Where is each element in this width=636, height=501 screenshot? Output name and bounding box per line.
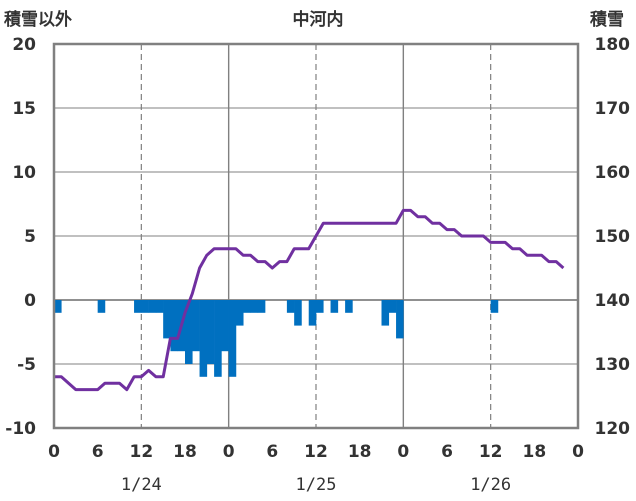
right-y-tick-label: 160 [595,163,631,183]
bar [235,300,244,326]
line-series [54,208,565,392]
bar [199,300,208,377]
left-y-tick-label: -5 [17,355,36,375]
bar [221,300,229,352]
bar [308,300,317,326]
left-y-tick-label: 20 [12,35,36,55]
bar [148,300,157,313]
bar [257,300,266,313]
bar [316,300,324,313]
x-hour-tick-label: 18 [522,442,546,462]
x-hour-tick-labels: 0 6 12 18 0 6 12 18 0 6 12 18 0 [48,442,584,462]
bar [250,300,259,313]
bar [163,300,171,339]
right-y-tick-label: 130 [595,355,631,375]
bar [396,300,404,339]
x-hour-tick-label: 12 [129,442,153,462]
bar [388,300,397,313]
x-hour-tick-label: 0 [48,442,60,462]
bar [228,300,237,377]
right-y-tick-labels: 180 170 160 150 140 130 120 [595,35,631,439]
bar [345,300,353,313]
bar [243,300,251,313]
snow-depth-line [54,208,565,392]
chart-title: 中河内 [293,9,344,30]
bar [294,300,302,326]
left-y-tick-label: 15 [12,99,36,119]
left-y-tick-label: 10 [12,163,36,183]
bar [192,300,200,352]
x-hour-tick-label: 0 [397,442,409,462]
x-date-label: 1/24 [121,475,162,495]
left-axis-label: 積雪以外 [4,9,72,30]
left-y-tick-label: -10 [5,419,36,439]
right-axis-label: 積雪 [590,9,624,30]
bar [54,300,62,313]
x-hour-tick-label: 12 [479,442,503,462]
right-y-tick-label: 120 [595,419,631,439]
x-date-labels: 1/24 1/25 1/26 [121,475,511,495]
bar-series [54,300,499,377]
bar [155,300,164,313]
plot-frame [52,42,580,430]
bar [206,300,215,364]
right-y-tick-label: 170 [595,99,631,119]
bar [490,300,499,313]
bar [170,300,179,352]
x-hour-tick-label: 0 [572,442,584,462]
bar [97,300,106,313]
bar [381,300,390,326]
left-y-tick-label: 5 [24,227,36,247]
bar [185,300,193,364]
bar [286,300,295,313]
bar [214,300,222,377]
x-hour-tick-label: 18 [348,442,372,462]
left-y-tick-label: 0 [24,291,36,311]
right-y-tick-label: 140 [595,291,631,311]
left-y-tick-labels: 20 15 10 5 0 -5 -10 [5,35,36,439]
x-hour-tick-label: 12 [304,442,328,462]
right-y-tick-label: 150 [595,227,631,247]
x-hour-tick-label: 0 [223,442,235,462]
x-date-label: 1/26 [470,475,511,495]
bar [330,300,339,313]
x-hour-tick-label: 18 [173,442,197,462]
right-y-tick-label: 180 [595,35,631,55]
bar [134,300,142,313]
x-hour-tick-label: 6 [266,442,278,462]
bar [141,300,149,313]
x-hour-tick-label: 6 [92,442,104,462]
x-date-label: 1/25 [296,475,337,495]
x-hour-tick-label: 6 [441,442,453,462]
